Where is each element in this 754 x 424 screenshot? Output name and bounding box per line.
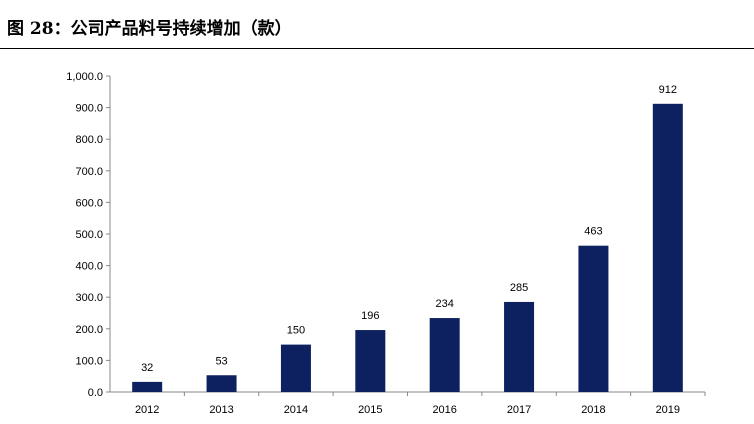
y-tick-label: 700.0 [75,166,103,178]
x-tick-label-2012: 2012 [135,404,159,416]
x-axis: 2012 2013 2014 2015 2016 2017 2018 2019 [110,391,706,416]
bar-2014 [280,344,311,392]
y-tick-label: 800.0 [75,134,103,146]
bars [132,103,683,393]
bar-2017 [504,301,535,392]
data-label-2014: 150 [287,325,305,337]
y-tick-label: 300.0 [75,292,103,304]
y-tick-label: 0.0 [88,387,103,399]
figure-title: 图 28：公司产品料号持续增加（款） [7,19,292,39]
y-tick-label: 200.0 [75,324,103,336]
y-tick-label: 900.0 [75,103,103,115]
bar-2012 [132,381,163,392]
y-tick-label: 100.0 [75,355,103,367]
x-tick-label-2015: 2015 [358,404,382,416]
data-labels: 32 53 150 196 234 285 463 912 [141,84,677,374]
y-tick-label: 500.0 [75,229,103,241]
bar-2016 [429,318,460,392]
y-tick-label: 1,000.0 [66,71,103,83]
data-label-2019: 912 [659,84,677,96]
y-tick-label: 600.0 [75,197,103,209]
y-axis: 0.0 100.0 200.0 300.0 400.0 500.0 600.0 700.0 80… [66,71,111,399]
title-divider [0,48,754,49]
bar-2013 [206,375,237,392]
x-tick-label-2019: 2019 [656,404,680,416]
data-label-2016: 234 [436,298,454,310]
bar-2015 [355,330,386,392]
x-tick-label-2013: 2013 [209,404,233,416]
x-tick-label-2014: 2014 [284,404,308,416]
x-tick-label-2017: 2017 [507,404,531,416]
bar-2018 [578,245,609,392]
bar-2019 [652,103,683,393]
y-tick-label: 400.0 [75,261,103,273]
data-label-2015: 196 [361,310,379,322]
data-label-2013: 53 [215,355,227,367]
data-label-2017: 285 [510,282,528,294]
x-tick-label-2018: 2018 [581,404,605,416]
x-tick-label-2016: 2016 [432,404,456,416]
data-label-2018: 463 [584,226,602,238]
data-label-2012: 32 [141,362,153,374]
